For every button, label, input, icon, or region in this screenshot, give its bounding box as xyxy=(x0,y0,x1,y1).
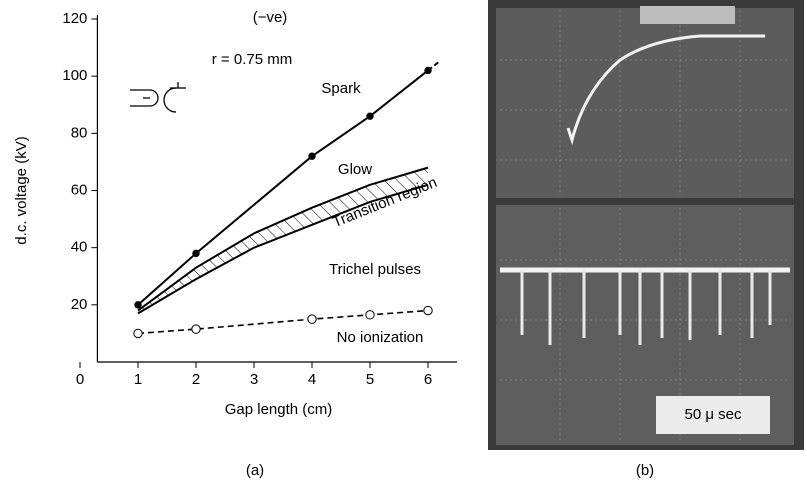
electrode-icon xyxy=(130,82,186,113)
x-tick-label: 2 xyxy=(192,371,200,388)
x-tick-label: 4 xyxy=(308,371,316,388)
annotation: (−ve) xyxy=(253,9,288,26)
y-tick-label: 100 xyxy=(62,67,87,84)
x-axis-label: Gap length (cm) xyxy=(225,401,333,418)
y-tick-label: 40 xyxy=(71,239,88,256)
y-tick-label: 20 xyxy=(71,296,88,313)
data-point xyxy=(191,324,201,334)
series-line xyxy=(137,166,429,312)
data-point xyxy=(308,152,316,160)
panel-label: (a) xyxy=(246,462,264,479)
data-point xyxy=(424,66,432,75)
scale-label: 50 μ sec xyxy=(684,406,742,423)
annotation: No ionization xyxy=(337,329,424,346)
data-point xyxy=(423,305,433,316)
x-tick-label: 6 xyxy=(424,371,432,388)
x-tick-label: 5 xyxy=(366,371,374,388)
annotation: r = 0.75 mm xyxy=(212,51,292,68)
x-tick-label: 3 xyxy=(250,371,258,388)
annotation: Trichel pulses xyxy=(329,261,421,278)
data-point xyxy=(365,310,375,320)
x-tick-label: 1 xyxy=(134,371,142,388)
y-tick-label: 80 xyxy=(71,124,88,141)
y-axis-label: d.c. voltage (kV) xyxy=(13,136,30,244)
panel-label: (b) xyxy=(636,462,654,479)
annotation: Glow xyxy=(338,161,372,178)
data-point xyxy=(307,314,317,324)
y-tick-label: 60 xyxy=(71,181,88,198)
data-point xyxy=(134,301,142,309)
y-tick-label: 120 xyxy=(62,10,87,27)
oscillograms xyxy=(488,0,804,450)
data-point xyxy=(366,112,374,120)
x-tick-label: 0 xyxy=(76,371,84,388)
data-point xyxy=(133,328,143,339)
series-line xyxy=(137,183,429,315)
data-point xyxy=(192,249,200,258)
annotation: Spark xyxy=(321,80,361,97)
transition-band xyxy=(138,167,428,314)
